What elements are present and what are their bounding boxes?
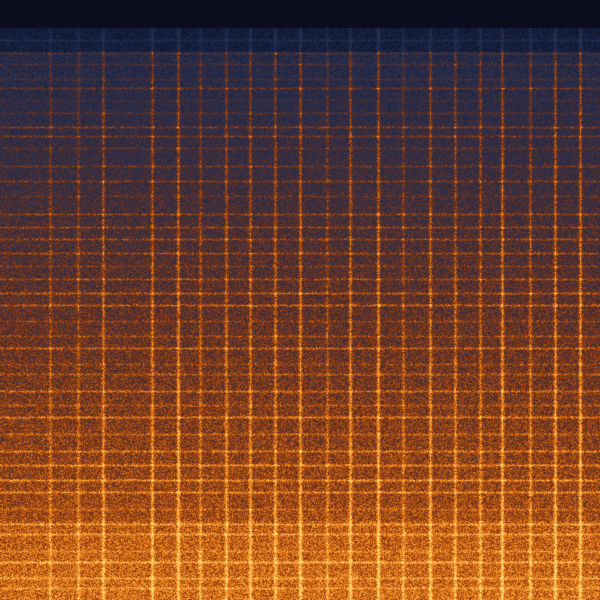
spectrogram-image	[0, 0, 600, 600]
